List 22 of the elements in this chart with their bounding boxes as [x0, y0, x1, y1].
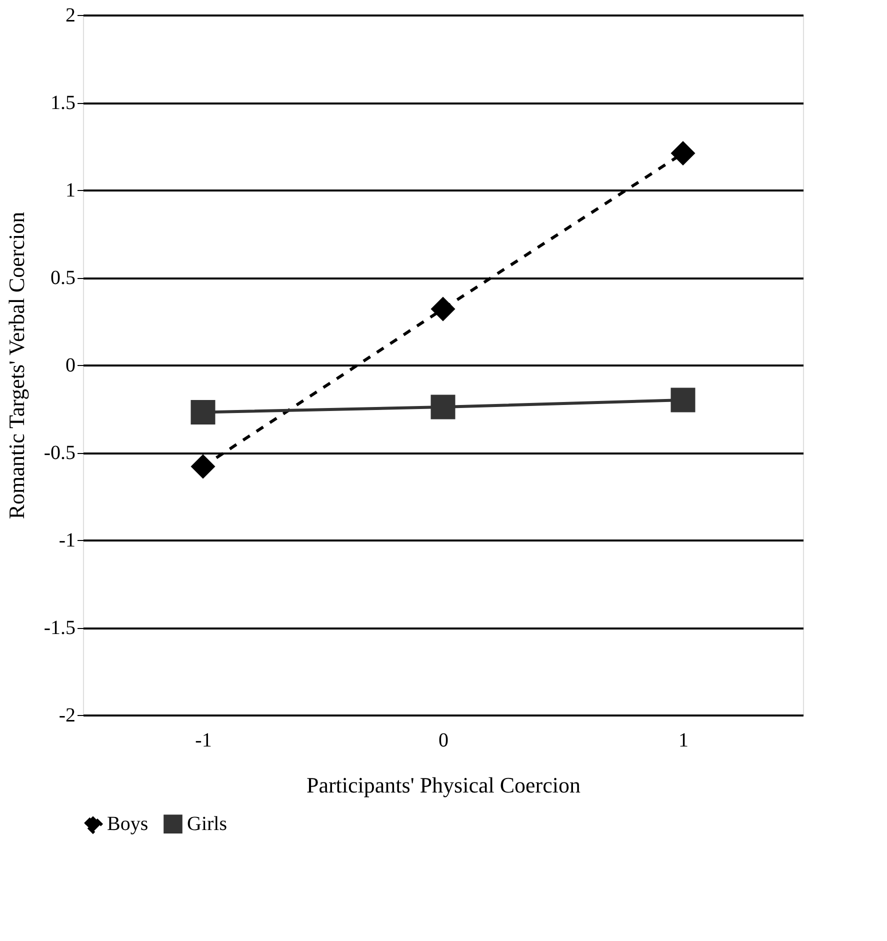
y-tick-label: -2: [58, 704, 76, 726]
legend-label: Boys: [107, 813, 148, 836]
point: [670, 388, 696, 412]
y-tick-label: -1.5: [44, 617, 76, 639]
x-tick-label: 1: [678, 730, 688, 752]
y-tick-label: -0.5: [44, 442, 76, 464]
y-tick-label: -1: [58, 530, 76, 552]
x-tick-label: -1: [195, 730, 212, 752]
point: [190, 454, 216, 479]
y-tick-label: 0.5: [50, 267, 76, 289]
point: [430, 296, 456, 322]
y-axis-title: Romantic Targets' Verbal Coercion: [4, 212, 29, 520]
x-tick-label: 0: [438, 730, 448, 752]
y-tick-label: 1: [66, 180, 76, 202]
y-tick-label: 0: [66, 354, 76, 376]
point: [190, 400, 216, 424]
point: [670, 141, 696, 166]
legend-label: Girls: [187, 813, 228, 836]
y-tick-label: 2: [66, 4, 76, 26]
x-axis-title: Participants' Physical Coercion: [306, 772, 581, 798]
point: [430, 394, 456, 420]
y-tick-label: 1.5: [50, 92, 76, 114]
